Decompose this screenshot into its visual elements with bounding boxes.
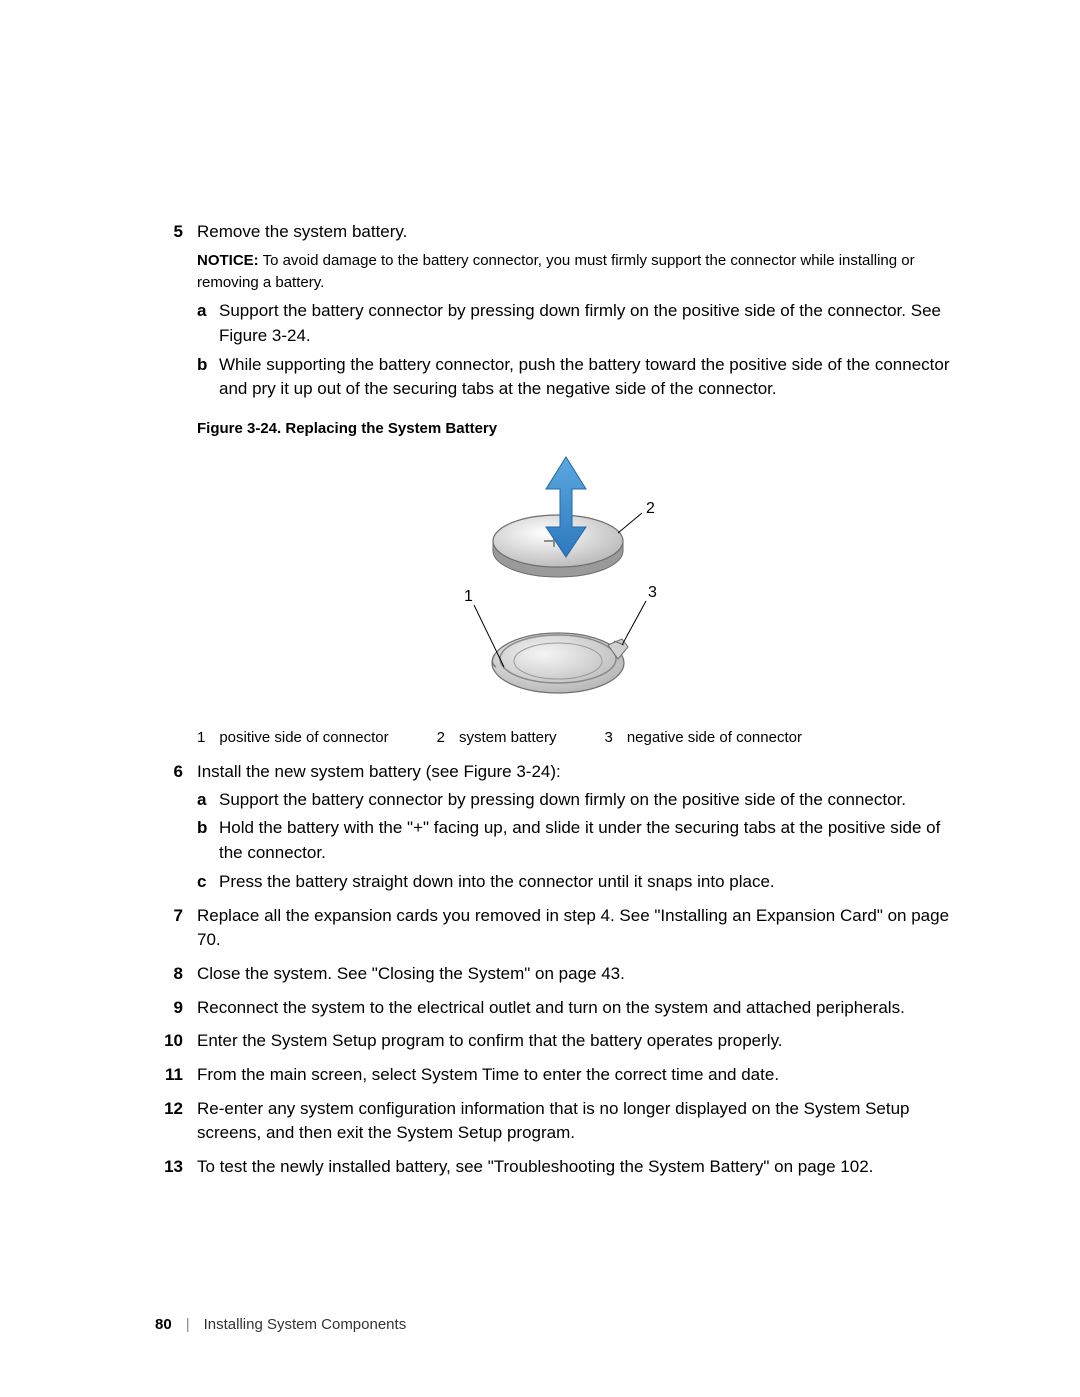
substep-letter: a xyxy=(197,788,219,813)
legend-item-1: 1 positive side of connector xyxy=(197,729,389,746)
substep-6a: a Support the battery connector by press… xyxy=(197,788,960,813)
substep-body: While supporting the battery connector, … xyxy=(219,353,960,402)
legend-item-2: 2 system battery xyxy=(437,729,557,746)
legend-label: system battery xyxy=(459,729,557,746)
step-number: 7 xyxy=(155,904,197,952)
callout-1: 1 xyxy=(464,588,473,605)
footer-page-number: 80 xyxy=(155,1316,172,1333)
notice-label: NOTICE: xyxy=(197,252,259,269)
step-number: 11 xyxy=(155,1063,197,1087)
figure-3-24: 2 1 3 xyxy=(155,445,960,715)
step-body: Re-enter any system configuration inform… xyxy=(197,1097,960,1145)
step-number: 5 xyxy=(155,220,197,402)
battery-socket-icon xyxy=(492,633,628,693)
step-body: Close the system. See "Closing the Syste… xyxy=(197,962,960,986)
text-part: firmly on the positive side of the conne… xyxy=(585,301,941,320)
step-body: Enter the System Setup program to confir… xyxy=(197,1029,960,1053)
ui-label-system-time: System Time xyxy=(421,1065,519,1084)
step-body: To test the newly installed battery, see… xyxy=(197,1155,960,1179)
text-part: While supporting the battery connector, xyxy=(219,355,519,374)
step-number: 6 xyxy=(155,760,197,894)
legend-num: 3 xyxy=(604,729,612,746)
step-text: Install the new system battery (see Figu… xyxy=(197,762,561,781)
substep-5a: a Support the battery connector by press… xyxy=(197,299,960,348)
step-8: 8 Close the system. See "Closing the Sys… xyxy=(155,962,960,986)
step-number: 13 xyxy=(155,1155,197,1179)
substep-body: Support the battery connector by pressin… xyxy=(219,788,960,813)
step-body: Reconnect the system to the electrical o… xyxy=(197,996,960,1020)
battery-diagram-svg: 2 1 3 xyxy=(418,445,698,715)
step-number: 9 xyxy=(155,996,197,1020)
footer-section-title: Installing System Components xyxy=(204,1316,407,1333)
step-5: 5 Remove the system battery. NOTICE: To … xyxy=(155,220,960,402)
notice-text: To avoid damage to the battery connector… xyxy=(197,252,915,291)
step-number: 10 xyxy=(155,1029,197,1053)
text-part: From the main screen, select xyxy=(197,1065,421,1084)
system-battery-icon xyxy=(493,515,623,577)
substep-letter: c xyxy=(197,870,219,895)
step-body: Replace all the expansion cards you remo… xyxy=(197,904,960,952)
substep-body: Support the battery connector by pressin… xyxy=(219,299,960,348)
step-body: Install the new system battery (see Figu… xyxy=(197,760,960,894)
callout-2: 2 xyxy=(646,500,655,517)
legend-label: positive side of connector xyxy=(219,729,388,746)
figure-caption: Figure 3-24. Replacing the System Batter… xyxy=(197,420,960,437)
step-7: 7 Replace all the expansion cards you re… xyxy=(155,904,960,952)
substep-letter: b xyxy=(197,816,219,865)
document-page: 5 Remove the system battery. NOTICE: To … xyxy=(0,0,1080,1397)
substep-body: Hold the battery with the "+" facing up,… xyxy=(219,816,960,865)
substep-letter: b xyxy=(197,353,219,402)
legend-num: 2 xyxy=(437,729,445,746)
notice: NOTICE: To avoid damage to the battery c… xyxy=(197,250,960,294)
substep-letter: a xyxy=(197,299,219,348)
footer-separator: | xyxy=(186,1316,190,1333)
substep-5b: b While supporting the battery connector… xyxy=(197,353,960,402)
step-body: From the main screen, select System Time… xyxy=(197,1063,960,1087)
substep-6c: c Press the battery straight down into t… xyxy=(197,870,960,895)
step-9: 9 Reconnect the system to the electrical… xyxy=(155,996,960,1020)
legend-item-3: 3 negative side of connector xyxy=(604,729,801,746)
legend-num: 1 xyxy=(197,729,205,746)
substep-6b: b Hold the battery with the "+" facing u… xyxy=(197,816,960,865)
step-number: 12 xyxy=(155,1097,197,1145)
step-13: 13 To test the newly installed battery, … xyxy=(155,1155,960,1179)
substep-body: Press the battery straight down into the… xyxy=(219,870,960,895)
page-footer: 80 | Installing System Components xyxy=(155,1316,406,1333)
step-6: 6 Install the new system battery (see Fi… xyxy=(155,760,960,894)
step-text: Remove the system battery. xyxy=(197,222,407,241)
callout-3: 3 xyxy=(648,584,657,601)
text-part: Support the battery connector by pressin… xyxy=(219,301,585,320)
text-part: Figure 3-24. xyxy=(219,326,311,345)
step-number: 8 xyxy=(155,962,197,986)
text-part: to enter the correct time and date. xyxy=(519,1065,779,1084)
step-12: 12 Re-enter any system configuration inf… xyxy=(155,1097,960,1145)
step-body: Remove the system battery. NOTICE: To av… xyxy=(197,220,960,402)
text-part: tabs at the negative side of the connect… xyxy=(462,379,777,398)
step-11: 11 From the main screen, select System T… xyxy=(155,1063,960,1087)
figure-legend: 1 positive side of connector 2 system ba… xyxy=(197,729,960,746)
legend-label: negative side of connector xyxy=(627,729,802,746)
step-10: 10 Enter the System Setup program to con… xyxy=(155,1029,960,1053)
